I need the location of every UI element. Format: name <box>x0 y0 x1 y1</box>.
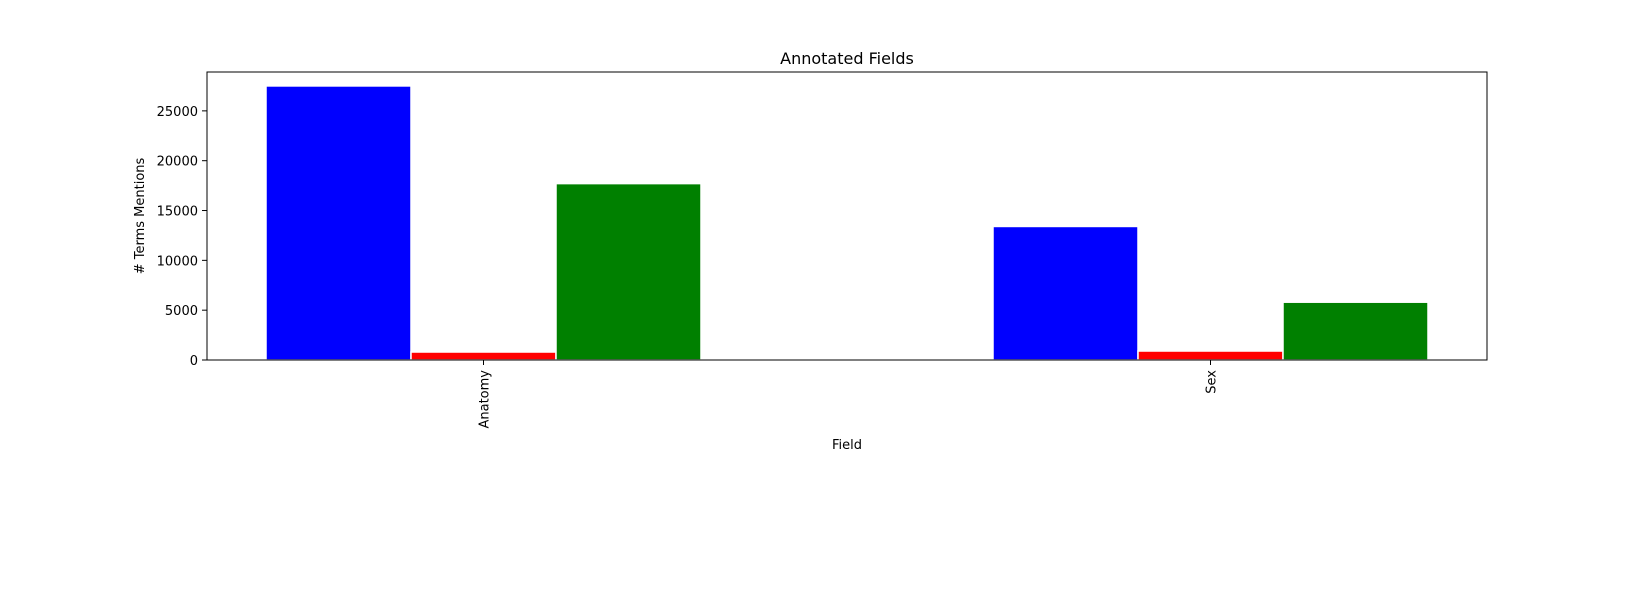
y-tick-label: 5000 <box>165 304 198 319</box>
bars-layer <box>265 85 1429 361</box>
y-axis-ticks: 0 5000 10000 15000 20000 25000 <box>157 105 207 369</box>
y-tick-label: 10000 <box>157 254 198 269</box>
chart-title: Annotated Fields <box>780 49 914 68</box>
y-tick-label: 0 <box>190 354 198 369</box>
y-axis-label: # Terms Mentions <box>133 157 148 274</box>
x-axis-ticks: Anatomy Sex <box>478 360 1220 429</box>
bar-sex-3 <box>1282 301 1429 361</box>
x-tick-label-sex: Sex <box>1205 370 1220 394</box>
y-tick-label: 15000 <box>157 205 198 220</box>
bar-anatomy-3 <box>555 182 702 361</box>
y-tick-label: 25000 <box>157 105 198 120</box>
plot-frame <box>206 71 1488 361</box>
bar-anatomy-1 <box>265 85 412 361</box>
bar-sex-1 <box>992 225 1139 361</box>
y-tick-label: 20000 <box>157 155 198 170</box>
bar-anatomy-2 <box>410 351 557 361</box>
x-tick-label-anatomy: Anatomy <box>478 370 493 429</box>
x-axis-label: Field <box>832 438 862 453</box>
bar-sex-2 <box>1137 350 1284 361</box>
